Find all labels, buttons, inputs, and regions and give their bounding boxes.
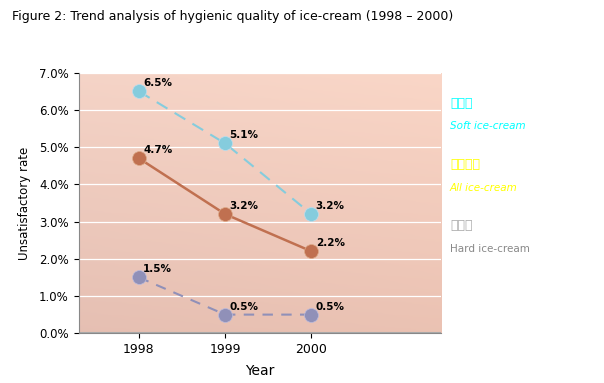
Y-axis label: Unsatisfactory rate: Unsatisfactory rate bbox=[18, 146, 31, 260]
Text: 5.1%: 5.1% bbox=[230, 131, 259, 141]
Text: 3.2%: 3.2% bbox=[230, 201, 259, 211]
Text: Figure 2: Trend analysis of hygienic quality of ice-cream (1998 – 2000): Figure 2: Trend analysis of hygienic qua… bbox=[12, 10, 454, 23]
X-axis label: Year: Year bbox=[245, 364, 274, 378]
Text: 軟雪糕: 軟雪糕 bbox=[450, 97, 472, 110]
Text: 0.5%: 0.5% bbox=[230, 302, 259, 312]
Text: Hard ice-cream: Hard ice-cream bbox=[450, 244, 530, 254]
Text: 0.5%: 0.5% bbox=[316, 302, 345, 312]
Text: 2.2%: 2.2% bbox=[316, 238, 345, 249]
Text: 4.7%: 4.7% bbox=[143, 146, 173, 155]
Text: All ice-cream: All ice-cream bbox=[450, 183, 518, 193]
Text: 硬雪糕: 硬雪糕 bbox=[450, 219, 472, 232]
Text: Soft ice-cream: Soft ice-cream bbox=[450, 121, 525, 131]
Text: 所有冰淡: 所有冰淡 bbox=[450, 158, 480, 171]
Text: 1.5%: 1.5% bbox=[143, 264, 172, 275]
Text: 3.2%: 3.2% bbox=[316, 201, 345, 211]
Text: 6.5%: 6.5% bbox=[143, 79, 172, 88]
